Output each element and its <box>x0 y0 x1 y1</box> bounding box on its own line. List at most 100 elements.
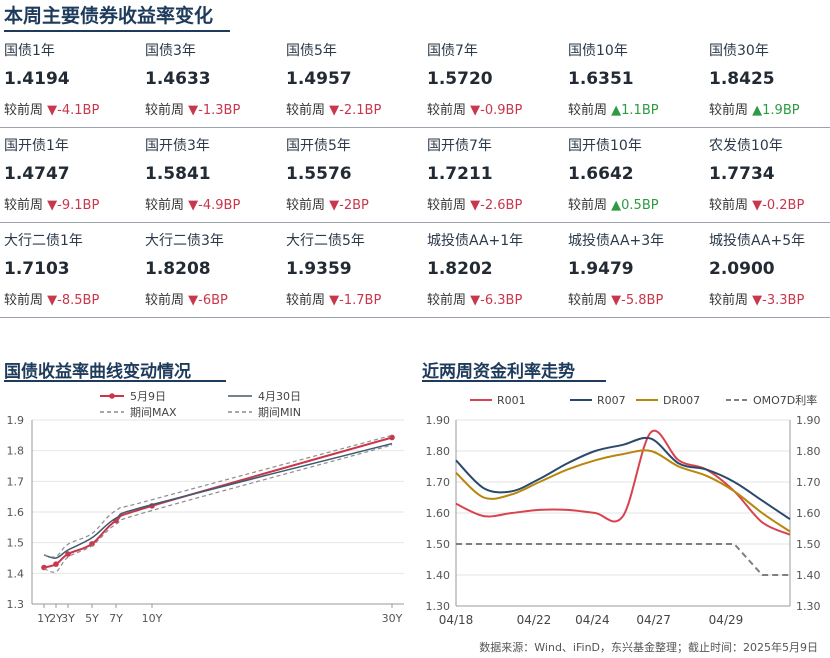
compare-label: 较前周 <box>427 103 467 118</box>
yield-cell: 国开债1年 1.4747 较前周 ▼-9.1BP <box>0 128 140 222</box>
change-value: -5.8BP <box>621 293 664 308</box>
weekly-change: 较前周 ▼-4.1BP <box>4 99 99 118</box>
weekly-change: 较前周 ▼-8.5BP <box>4 289 99 308</box>
bond-name: 国债3年 <box>145 43 196 59</box>
legend-label: 5月9日 <box>130 390 166 403</box>
arrow-down-icon: ▼ <box>470 103 481 118</box>
yield-cell: 城投债AA+5年 2.0900 较前周 ▼-3.3BP <box>705 223 830 317</box>
y-tick-label: 1.60 <box>426 507 451 520</box>
yield-cell: 国开债3年 1.5841 较前周 ▼-4.9BP <box>141 128 281 222</box>
arrow-down-icon: ▼ <box>47 198 58 213</box>
weekly-change: 较前周 ▼-2BP <box>286 194 369 213</box>
weekly-change: 较前周 ▼-6.3BP <box>427 289 522 308</box>
y-tick-label: 1.6 <box>7 506 25 519</box>
compare-label: 较前周 <box>286 198 326 213</box>
change-value: 0.5BP <box>621 198 659 213</box>
yield-cell: 城投债AA+1年 1.8202 较前周 ▼-6.3BP <box>423 223 563 317</box>
series-line <box>455 429 791 536</box>
bond-yield: 1.8202 <box>427 259 493 279</box>
yield-cell: 国债30年 1.8425 较前周 ▲1.9BP <box>705 33 830 127</box>
x-tick-label: 04/27 <box>636 613 671 627</box>
legend-label: 期间MAX <box>130 406 177 419</box>
bond-yield: 1.4747 <box>4 164 70 184</box>
weekly-change: 较前周 ▼-3.3BP <box>709 289 804 308</box>
y-tick-label: 1.9 <box>7 414 25 427</box>
bond-yield: 1.8208 <box>145 259 211 279</box>
arrow-down-icon: ▼ <box>329 103 340 118</box>
table-row: 国开债1年 1.4747 较前周 ▼-9.1BP 国开债3年 1.5841 较前周 ▼-4… <box>0 128 830 223</box>
arrow-down-icon: ▼ <box>329 293 340 308</box>
change-value: -2BP <box>339 198 369 213</box>
table-row: 大行二债1年 1.7103 较前周 ▼-8.5BP 大行二债3年 1.8208 较前周 ▼… <box>0 223 830 318</box>
bond-name: 大行二债3年 <box>145 233 224 249</box>
yield-cell: 国开债10年 1.6642 较前周 ▲0.5BP <box>564 128 704 222</box>
compare-label: 较前周 <box>568 103 608 118</box>
series-line <box>43 442 393 559</box>
bond-yield: 1.4957 <box>286 69 352 89</box>
page-title: 本周主要债券收益率变化 <box>4 5 214 27</box>
series-line <box>455 436 791 521</box>
change-value: -8.5BP <box>57 293 100 308</box>
arrow-down-icon: ▼ <box>329 198 340 213</box>
bond-name: 国债5年 <box>286 43 337 59</box>
bond-name: 国开债7年 <box>427 138 492 154</box>
compare-label: 较前周 <box>709 293 749 308</box>
data-point <box>53 561 59 567</box>
legend-label: R001 <box>497 394 526 407</box>
series-line <box>43 434 393 558</box>
bond-name: 国债7年 <box>427 43 478 59</box>
bond-name: 农发债10年 <box>709 138 783 154</box>
bond-name: 国开债1年 <box>4 138 69 154</box>
y2-tick-label: 1.80 <box>796 445 821 458</box>
bond-yield: 1.5576 <box>286 164 352 184</box>
series-line <box>43 444 393 573</box>
data-point <box>65 551 71 557</box>
yield-cell: 大行二债3年 1.8208 较前周 ▼-6BP <box>141 223 281 317</box>
compare-label: 较前周 <box>145 103 185 118</box>
bond-yield: 1.5841 <box>145 164 211 184</box>
change-value: -0.9BP <box>480 103 523 118</box>
weekly-change: 较前周 ▲1.1BP <box>568 99 659 118</box>
y-tick-label: 1.70 <box>426 476 451 489</box>
weekly-change: 较前周 ▼-5.8BP <box>568 289 663 308</box>
chart-title-underline <box>422 380 606 382</box>
yield-cell: 国开债5年 1.5576 较前周 ▼-2BP <box>282 128 422 222</box>
change-value: -6BP <box>198 293 228 308</box>
y-tick-label: 1.80 <box>426 445 451 458</box>
x-tick-label: 7Y <box>109 612 123 625</box>
change-value: -4.1BP <box>57 103 100 118</box>
x-tick-label: 04/24 <box>575 613 610 627</box>
y-tick-label: 1.7 <box>7 475 25 488</box>
change-value: -2.6BP <box>480 198 523 213</box>
x-tick-label: 04/22 <box>517 613 552 627</box>
compare-label: 较前周 <box>286 103 326 118</box>
title-underline <box>4 30 230 32</box>
bond-name: 国开债3年 <box>145 138 210 154</box>
arrow-up-icon: ▲ <box>611 198 622 213</box>
series-line <box>455 449 791 533</box>
yield-cell: 国债7年 1.5720 较前周 ▼-0.9BP <box>423 33 563 127</box>
weekly-change: 较前周 ▼-6BP <box>145 289 228 308</box>
bond-yield: 1.6642 <box>568 164 634 184</box>
compare-label: 较前周 <box>427 198 467 213</box>
change-value: 1.9BP <box>762 103 800 118</box>
legend-marker <box>109 393 115 399</box>
bond-name: 城投债AA+5年 <box>709 233 806 249</box>
legend-label: 4月30日 <box>258 390 301 403</box>
bond-yield: 1.7734 <box>709 164 775 184</box>
bond-name: 国债30年 <box>709 43 769 59</box>
arrow-down-icon: ▼ <box>611 293 622 308</box>
chart-title-money-rates: 近两周资金利率走势 <box>422 362 575 382</box>
change-value: 1.1BP <box>621 103 659 118</box>
arrow-down-icon: ▼ <box>752 198 763 213</box>
x-tick-label: 5Y <box>85 612 99 625</box>
y2-tick-label: 1.30 <box>796 600 821 613</box>
y2-tick-label: 1.40 <box>796 569 821 582</box>
weekly-change: 较前周 ▼-9.1BP <box>4 194 99 213</box>
bond-name: 大行二债1年 <box>4 233 83 249</box>
x-tick-label: 04/29 <box>709 613 744 627</box>
legend-label: 期间MIN <box>258 406 301 419</box>
y2-tick-label: 1.60 <box>796 507 821 520</box>
change-value: -6.3BP <box>480 293 523 308</box>
